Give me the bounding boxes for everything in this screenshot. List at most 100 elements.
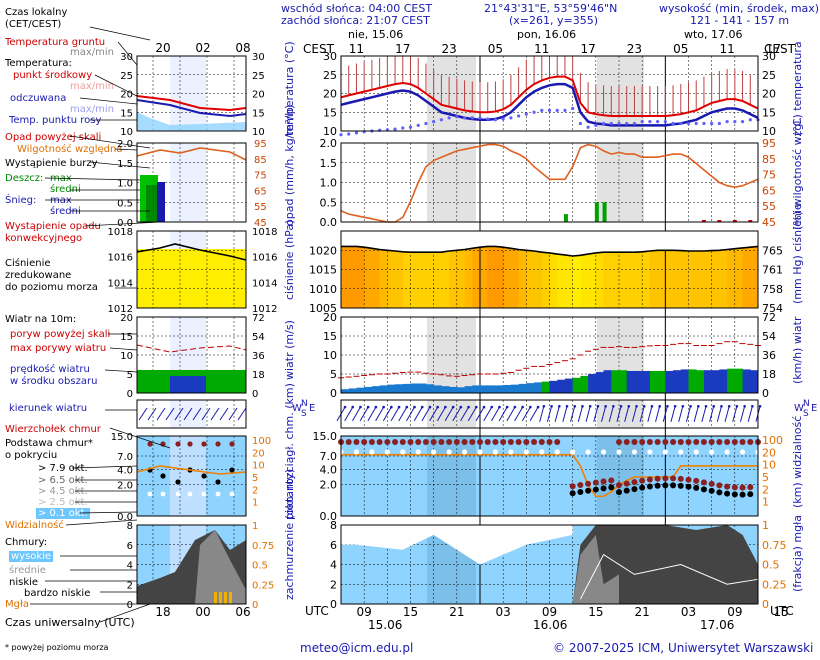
dew-point-dot <box>601 121 606 126</box>
panel-border <box>340 142 759 223</box>
legend-mid-point: punkt środkowy <box>13 70 93 81</box>
wind-arrow <box>539 406 545 422</box>
legend-visibility: Widzialność <box>5 520 64 531</box>
wind-arrow <box>352 406 361 422</box>
cover-tick-left: 4 <box>330 559 337 572</box>
dew-point-dot <box>447 116 451 120</box>
cloud-base-dot-2 <box>600 478 607 485</box>
dew-point-dot <box>632 121 637 126</box>
panel-border <box>340 435 759 517</box>
cloud-tick-left: 4.0 <box>320 464 338 477</box>
wind-speed-bar <box>464 386 473 393</box>
legend-white-dot <box>147 491 153 497</box>
cover-tick-right: 0.5 <box>762 559 780 572</box>
cover-axis-title-left: zachmurzenie (oktanty) <box>283 468 296 600</box>
legend-precip-tick-left: 1.5 <box>117 159 133 170</box>
dew-point-dot <box>439 118 443 122</box>
legend-rain-mean-bar <box>146 185 164 222</box>
cloud-top-dot <box>554 439 561 445</box>
wind-axis-title-left: wiatr (m/s) <box>283 320 296 380</box>
wind-speed-bar <box>649 370 659 393</box>
wind-speed-bar <box>557 379 566 393</box>
wind-arrow <box>546 406 553 422</box>
cloud-top-dot <box>724 439 731 445</box>
wind-arrow-head <box>604 404 607 408</box>
legend-press-tick-right: 1016 <box>252 253 277 264</box>
mid-temp-line <box>340 75 759 117</box>
wind-arrow <box>413 406 423 422</box>
cloud-white-dot <box>384 449 390 455</box>
legend-precip-tick-right: 55 <box>254 202 267 213</box>
wind-tick-left: 15 <box>323 330 337 343</box>
cloud-base-dot-2 <box>716 482 723 489</box>
legend-tick-left: 10 <box>120 127 133 138</box>
pressure-band <box>742 231 751 308</box>
wind-tick-right: 54 <box>762 330 776 343</box>
pressure-band <box>673 231 682 308</box>
wind-arrow <box>444 406 454 422</box>
legend-cb-dot <box>160 441 166 447</box>
legend-cover-tick-left: 8 <box>127 521 133 532</box>
dew-point-dot <box>432 120 436 124</box>
wind-speed-bar <box>734 368 744 393</box>
legend-temp-line <box>136 95 247 112</box>
wind-arrow-head <box>529 405 532 409</box>
panel-border <box>340 316 759 394</box>
legend-wind-tick-right: 18 <box>252 370 265 381</box>
pressure-band <box>534 231 543 308</box>
legend-local-tick: 08 <box>235 41 250 55</box>
legend-tick-right: 20 <box>252 90 265 101</box>
legend-tick-left: 25 <box>120 71 133 82</box>
legend-cb-dot <box>147 441 153 447</box>
dew-point-dot <box>702 121 706 126</box>
cloud-white-dot <box>415 449 421 455</box>
wind-speed-bar <box>588 374 597 393</box>
cloud-base-dot-2 <box>592 479 599 486</box>
pressure-band <box>480 231 489 308</box>
panel-border <box>340 524 759 605</box>
legend-ground-temp-sub: max/min <box>70 47 115 58</box>
cloud-base-dot-2 <box>724 483 731 490</box>
dew-point-dot <box>470 116 474 120</box>
cloud-base-dot <box>677 482 684 489</box>
panel-cover-bg <box>341 525 758 604</box>
legend-okt45: > 4.5 okt. <box>38 486 88 497</box>
cloud-white-dot <box>724 449 730 455</box>
press-tick-right: 758 <box>762 283 783 296</box>
wind-arrow <box>359 406 369 422</box>
legend-tick-right: 10 <box>252 127 265 138</box>
pressure-band <box>696 231 705 308</box>
legend-fog-bar <box>224 592 227 604</box>
cover-tick-left: 6 <box>330 539 337 552</box>
wind-speed-bar <box>719 369 728 393</box>
vis-tick-right: 100 <box>762 434 783 447</box>
cest-tick: 11 <box>534 42 549 56</box>
wind-arrow-head <box>743 404 746 408</box>
cloud-top-dot <box>646 439 653 445</box>
pressure-band <box>557 231 566 308</box>
cloud-white-dot <box>570 449 576 455</box>
wind-speed-bar <box>503 385 512 393</box>
legend-precip-tick-right: 75 <box>254 171 267 182</box>
wind-arrow-head <box>550 404 553 408</box>
legend-okt65: > 6.5 okt. <box>38 475 88 486</box>
footer-email[interactable]: meteo@icm.edu.pl <box>300 641 414 655</box>
wind-arrow-head <box>405 405 409 409</box>
cloud-white-dot <box>709 449 715 455</box>
wind-arrow-head <box>420 405 424 409</box>
wind-arrow-head <box>612 404 615 408</box>
humidity-line <box>340 143 759 223</box>
cloud-top-dot <box>376 439 383 445</box>
legend-base-dot <box>215 479 221 485</box>
wind-arrow <box>570 406 576 422</box>
legend-wind-tick-right: 36 <box>252 351 265 362</box>
cest-tick: 05 <box>673 42 688 56</box>
cloud-top-dot <box>708 439 715 445</box>
tick-right: 20 <box>762 88 776 101</box>
legend-storm: Wystąpienie burzy <box>5 158 98 169</box>
pressure-band <box>425 231 435 308</box>
dew-point-dot <box>671 121 675 126</box>
cloud-base-dot <box>600 485 607 492</box>
panel-temp-bg <box>341 56 758 131</box>
cloud-base-dot <box>724 490 731 497</box>
